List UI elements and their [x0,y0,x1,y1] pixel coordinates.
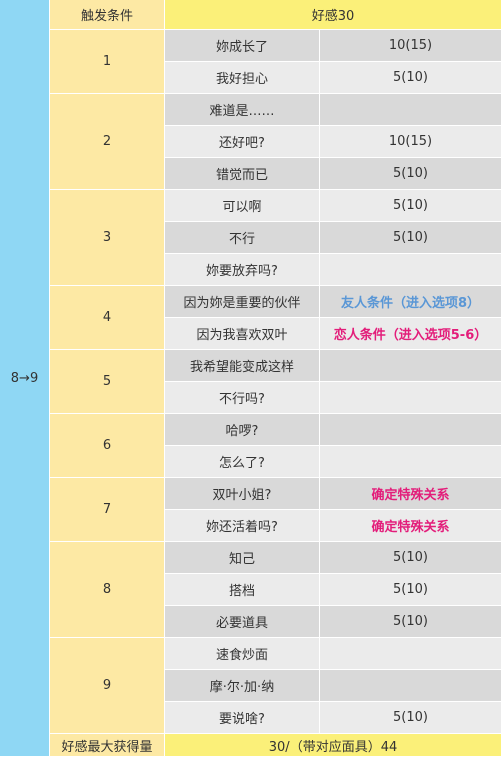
choice-value: 友人条件（进入选项8） [320,286,502,318]
header-value: 好感30 [165,0,502,30]
footer-value: 30/（带对应面具）44 [165,734,502,757]
table-row: 3 可以啊 5(10) [0,190,502,286]
choice-value: 10(15) [320,126,502,158]
choice-text: 哈啰? [165,414,320,446]
table-row: 怎么了? [0,446,502,478]
choice-value: 恋人条件（进入选项5-6） [320,318,502,350]
trigger-num: 8 [50,542,165,638]
table-row: 搭档 5(10) [0,574,502,606]
choice-text: 因为我喜欢双叶 [165,318,320,350]
choice-value [320,382,502,414]
choice-value: 5(10) [320,158,502,190]
choice-value: 10(15) [320,30,502,62]
table-row: 9 速食炒面 [0,638,502,734]
table-row: 8 知己 5(10) [0,542,502,638]
choice-text: 我希望能变成这样 [165,350,320,382]
choice-text: 妳还活着吗? [165,510,320,542]
table-row: 要说啥? 5(10) [0,702,502,734]
choice-value [320,350,502,382]
choice-text: 妳要放弃吗? [165,254,320,286]
trigger-num: 5 [50,350,165,414]
table-row: 错觉而已 5(10) [0,158,502,190]
header-trigger: 触发条件 [50,0,165,30]
choice-value: 5(10) [320,702,502,734]
trigger-num: 3 [50,190,165,286]
choice-value: 5(10) [320,574,502,606]
choice-value: 5(10) [320,542,502,574]
trigger-num: 2 [50,94,165,190]
choice-text: 妳成长了 [165,30,320,62]
choice-text: 必要道具 [165,606,320,638]
trigger-num: 7 [50,478,165,542]
footer-label: 好感最大获得量 [50,734,165,757]
table-row: 4 因为妳是重要的伙伴 友人条件（进入选项8） [0,286,502,350]
choice-value [320,638,502,670]
choice-value [320,414,502,446]
trigger-num: 6 [50,414,165,478]
choice-text: 因为妳是重要的伙伴 [165,286,320,318]
choice-text: 双叶小姐? [165,478,320,510]
table-row: 必要道具 5(10) [0,606,502,638]
choice-text: 搭档 [165,574,320,606]
choice-value [320,94,502,126]
choice-text: 我好担心 [165,62,320,94]
trigger-num: 4 [50,286,165,350]
table-row: 摩·尔·加·纳 [0,670,502,702]
choice-text: 怎么了? [165,446,320,478]
table-row: 5 我希望能变成这样 [0,350,502,414]
choice-value: 5(10) [320,222,502,254]
choice-value: 确定特殊关系 [320,478,502,510]
choice-value [320,670,502,702]
choice-text: 还好吧? [165,126,320,158]
choice-value: 5(10) [320,62,502,94]
choice-text: 要说啥? [165,702,320,734]
table-row: 不行吗? [0,382,502,414]
choice-text: 错觉而已 [165,158,320,190]
choice-value: 5(10) [320,606,502,638]
table-row: 妳还活着吗? 确定特殊关系 [0,510,502,542]
trigger-num: 1 [50,30,165,94]
choice-text: 摩·尔·加·纳 [165,670,320,702]
choice-text: 知己 [165,542,320,574]
table-row: 7 双叶小姐? 确定特殊关系 [0,478,502,542]
table-row: 妳要放弃吗? [0,254,502,286]
level-cell: 8→9 [0,0,50,757]
table-row: 6 哈啰? [0,414,502,478]
choice-text: 不行 [165,222,320,254]
choice-value: 确定特殊关系 [320,510,502,542]
choice-value [320,254,502,286]
trigger-num: 9 [50,638,165,734]
choice-text: 不行吗? [165,382,320,414]
choice-value [320,446,502,478]
choice-value: 5(10) [320,190,502,222]
footer-row: 好感最大获得量 30/（带对应面具）44 [0,734,502,757]
table-row: 我好担心 5(10) [0,62,502,94]
table-row: 1 妳成长了 10(15) [0,30,502,94]
table-row: 不行 5(10) [0,222,502,254]
table-row: 还好吧? 10(15) [0,126,502,158]
choice-text: 难道是…… [165,94,320,126]
choice-text: 速食炒面 [165,638,320,670]
choice-text: 可以啊 [165,190,320,222]
table-row: 2 难道是…… [0,94,502,190]
